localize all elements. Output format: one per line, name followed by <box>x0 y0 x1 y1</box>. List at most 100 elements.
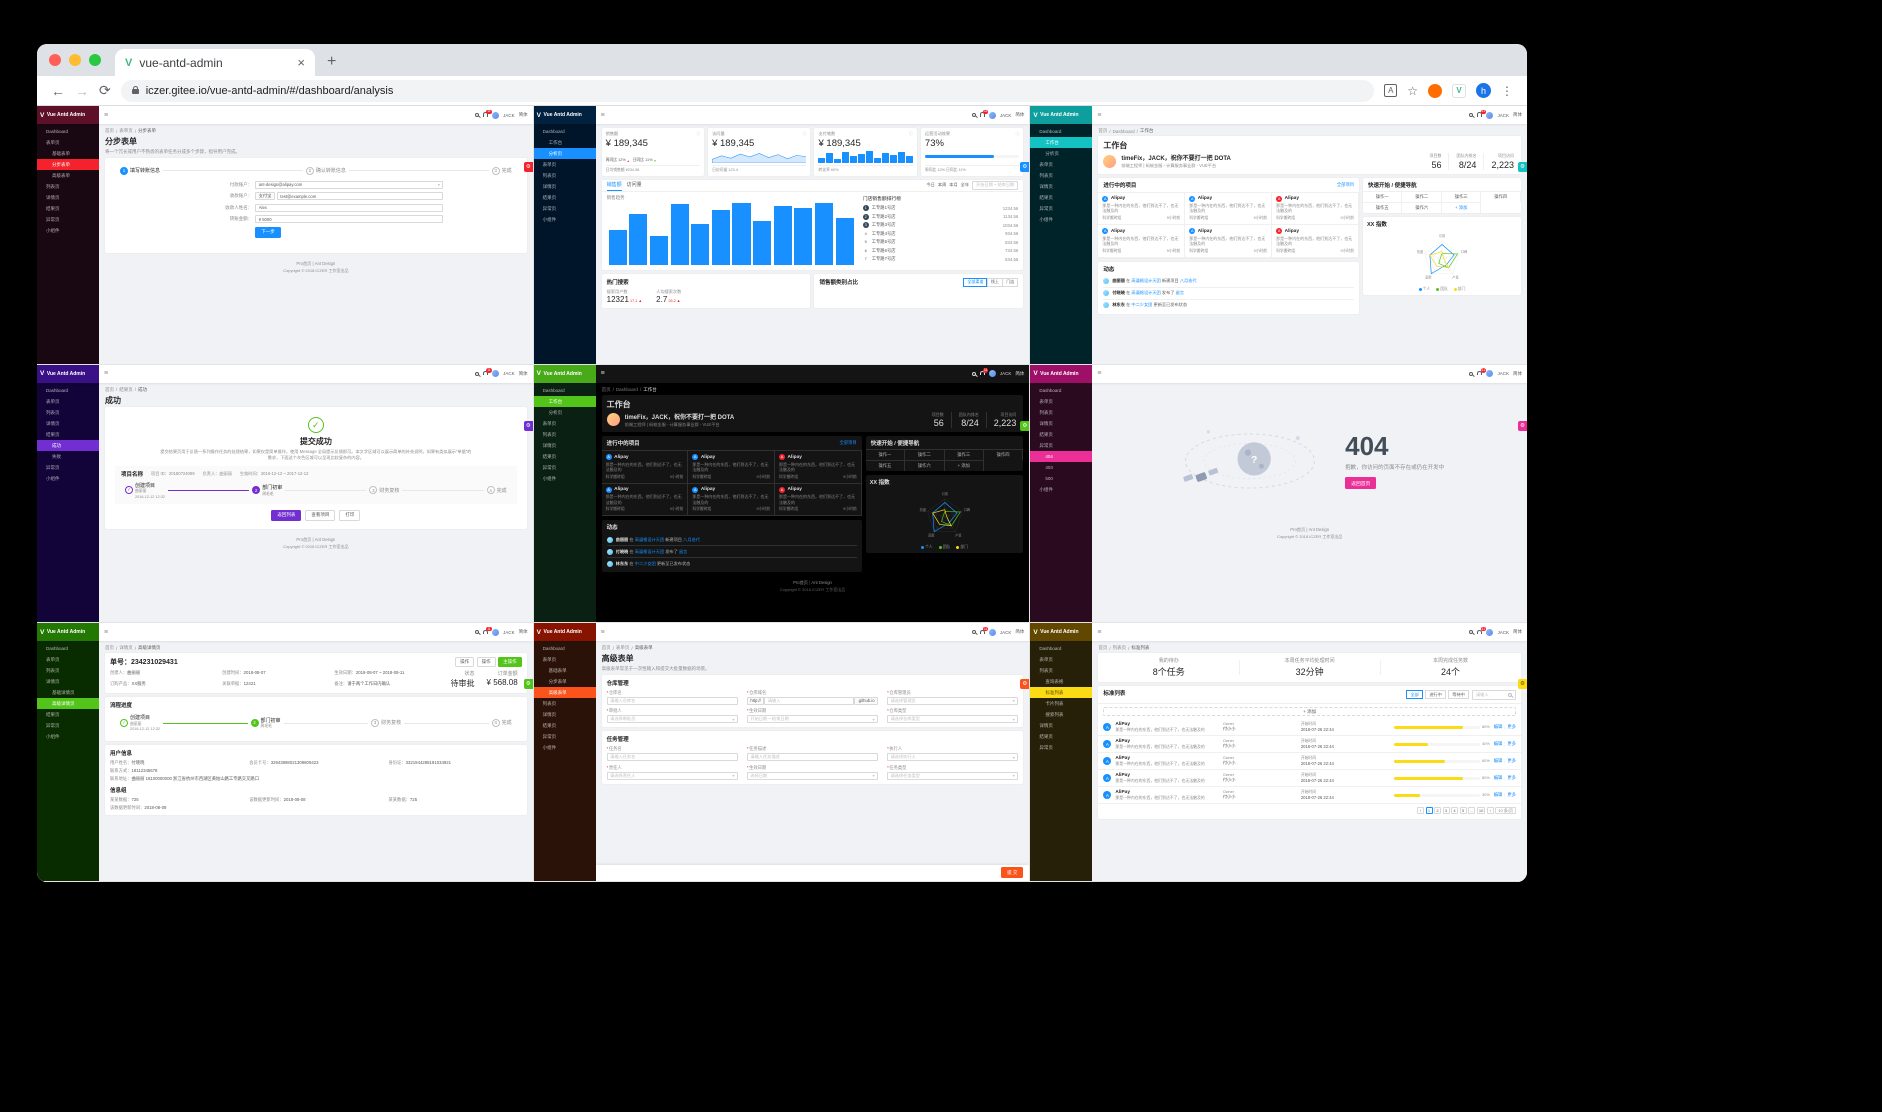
sidebar-item[interactable]: 结果页 <box>46 206 60 211</box>
username[interactable]: JACK <box>999 371 1012 377</box>
all-projects-link[interactable]: 全部项目 <box>1336 181 1354 187</box>
app-logo[interactable]: V Vue Antd Admin <box>37 106 99 124</box>
project-group[interactable]: 科学搬砖组 <box>1189 216 1209 220</box>
field-input[interactable]: 请选择管理员 ▾ <box>887 696 1019 705</box>
sidebar-item[interactable]: 500 <box>1045 475 1053 481</box>
sidebar-item[interactable]: 小组件 <box>542 217 557 222</box>
sidebar-item[interactable]: 结果页 <box>1039 195 1053 200</box>
language-switch[interactable]: 简体 <box>1512 370 1522 376</box>
language-switch[interactable]: 简体 <box>1015 629 1025 635</box>
sidebar-item[interactable]: 异常页 <box>542 206 557 211</box>
sidebar-item[interactable]: 详情页 <box>542 442 557 448</box>
breadcrumb-item[interactable]: 标准列表 <box>1131 645 1150 651</box>
activity-group-link[interactable]: 高逼格设计天团 <box>1131 290 1161 295</box>
field-input[interactable]: ¥ 5000 <box>255 215 444 223</box>
sidebar-item[interactable]: 表单页 <box>1039 162 1053 167</box>
project-card[interactable]: A Alipay 那是一种内在的东西，他们到达不了，也无法触及的 科学搬砖组 9小时前 <box>1185 225 1273 258</box>
maximize-window-button[interactable] <box>89 54 101 66</box>
sidebar-item[interactable]: 表单页 <box>542 162 557 167</box>
sidebar-item-active[interactable]: 标准列表 <box>1030 687 1093 699</box>
project-group[interactable]: 科学搬砖组 <box>692 507 712 512</box>
sidebar-item[interactable]: Dashboard <box>1039 646 1062 652</box>
breadcrumb-item[interactable]: 列表页 <box>1112 645 1127 651</box>
breadcrumb-item[interactable]: 工作台 <box>1139 128 1154 133</box>
bell-icon[interactable]: 11 <box>483 110 492 118</box>
breadcrumb-item[interactable]: 表单页 <box>119 128 133 133</box>
sidebar-item[interactable]: 表单页 <box>542 420 557 426</box>
quick-add-button[interactable]: + 添加 <box>1441 201 1482 213</box>
app-logo[interactable]: V Vue Antd Admin <box>37 623 99 642</box>
next-step-button[interactable]: 下一步 <box>255 226 281 238</box>
theme-settings-button[interactable]: ⚙ <box>1020 420 1030 431</box>
breadcrumb-item[interactable]: 首页 <box>601 386 611 392</box>
range-link[interactable]: 本月 <box>949 182 958 187</box>
menu-collapse-icon[interactable]: ≡ <box>104 111 109 119</box>
username[interactable]: JACK <box>503 629 515 635</box>
sidebar-item[interactable]: Dashboard <box>46 387 69 393</box>
bell-icon[interactable]: 11 <box>979 110 989 118</box>
project-card[interactable]: A Alipay 那是一种内在的东西，他们到达不了，也无法触及的 科学搬砖组 9小时前 <box>1098 225 1186 258</box>
search-icon[interactable] <box>1469 371 1474 376</box>
date-range-picker[interactable]: 开始日期 ~ 结束日期 <box>972 180 1019 190</box>
language-switch[interactable]: 简体 <box>1015 370 1025 376</box>
sidebar-item[interactable]: 列表页 <box>1039 409 1053 415</box>
project-group[interactable]: 科学搬砖组 <box>1102 248 1122 253</box>
page-button[interactable]: 5 <box>1459 807 1467 815</box>
quick-op[interactable]: 操作三 <box>1441 190 1482 202</box>
quick-op[interactable]: 操作六 <box>1402 201 1442 213</box>
sidebar-item[interactable]: 列表页 <box>46 409 60 415</box>
user-avatar[interactable] <box>988 111 996 119</box>
close-tab-icon[interactable]: × <box>297 55 305 70</box>
project-card[interactable]: A Alipay 那是一种内在的东西，他们到达不了，也无法触及的 科学搬砖组 9小时前 <box>601 451 689 484</box>
page-size-select[interactable]: 10 条/页 <box>1495 807 1516 815</box>
project-group[interactable]: 科学搬砖组 <box>692 474 712 479</box>
breadcrumb-item[interactable]: 首页 <box>1098 645 1108 651</box>
item-title[interactable]: AliPay <box>1115 755 1130 761</box>
page-button[interactable]: 3 <box>1442 807 1450 815</box>
search-icon[interactable] <box>1469 113 1474 117</box>
username[interactable]: JACK <box>999 112 1012 118</box>
field-input[interactable]: 请选择仓库类型 ▾ <box>887 715 1019 724</box>
field-input[interactable]: 请输入 <box>764 696 855 705</box>
sidebar-item[interactable]: 表单页 <box>46 657 60 663</box>
legend-item[interactable]: 个人 <box>921 545 933 550</box>
item-action[interactable]: 编辑 <box>1493 792 1503 798</box>
range-link[interactable]: 本周 <box>937 182 947 187</box>
sidebar-item[interactable]: 表单页 <box>46 398 60 404</box>
sidebar-item[interactable]: 异常页 <box>46 723 60 729</box>
user-avatar[interactable] <box>1486 628 1494 636</box>
rank-store-name[interactable]: 工专路1号店 <box>871 205 896 211</box>
item-action[interactable]: 更多 <box>1507 741 1516 747</box>
project-group[interactable]: 科学搬砖组 <box>1276 248 1296 253</box>
language-switch[interactable]: 简体 <box>1512 629 1522 635</box>
range-link[interactable]: 今日 <box>926 182 935 187</box>
item-title[interactable]: AliPay <box>1115 789 1130 795</box>
theme-settings-button[interactable]: ⚙ <box>1020 679 1030 690</box>
field-input[interactable]: test@example.com <box>276 192 444 200</box>
bell-icon[interactable]: 11 <box>1477 627 1486 636</box>
item-action[interactable]: 编辑 <box>1493 775 1503 781</box>
username[interactable]: JACK <box>1497 629 1509 635</box>
search-icon[interactable] <box>475 113 480 117</box>
field-input[interactable]: 开始日期 ~ 结束日期 ▾ <box>746 715 879 724</box>
sidebar-item[interactable]: 列表页 <box>46 184 60 189</box>
submit-button[interactable]: 提 交 <box>1001 867 1024 879</box>
sidebar-item[interactable]: 小组件 <box>46 734 60 740</box>
project-card[interactable]: A Alipay 那是一种内在的东西，他们到达不了，也无法触及的 科学搬砖组 9小时前 <box>1185 192 1273 225</box>
app-logo[interactable]: V Vue Antd Admin <box>533 364 596 383</box>
breadcrumb-item[interactable]: 高级详情页 <box>138 645 161 651</box>
footer-link[interactable]: Ant Design <box>314 536 336 542</box>
theme-settings-button[interactable]: ⚙ <box>523 679 533 690</box>
field-input[interactable]: Alex <box>255 203 444 212</box>
sidebar-item[interactable]: 异常页 <box>1039 745 1053 751</box>
bell-icon[interactable]: 11 <box>979 368 989 377</box>
sidebar-item[interactable]: 异常页 <box>1039 442 1053 448</box>
breadcrumb-item[interactable]: 结果页 <box>119 386 133 392</box>
quick-op[interactable]: 操作二 <box>905 449 945 461</box>
menu-collapse-icon[interactable]: ≡ <box>1097 111 1102 119</box>
sidebar-item[interactable]: 列表页 <box>1039 173 1053 178</box>
bookmark-star-icon[interactable]: ☆ <box>1407 83 1418 98</box>
activity-group-link[interactable]: 中二少女团 <box>634 560 656 566</box>
rank-store-name[interactable]: 工专路5号店 <box>871 239 896 245</box>
sidebar-item[interactable]: 小组件 <box>542 745 557 751</box>
